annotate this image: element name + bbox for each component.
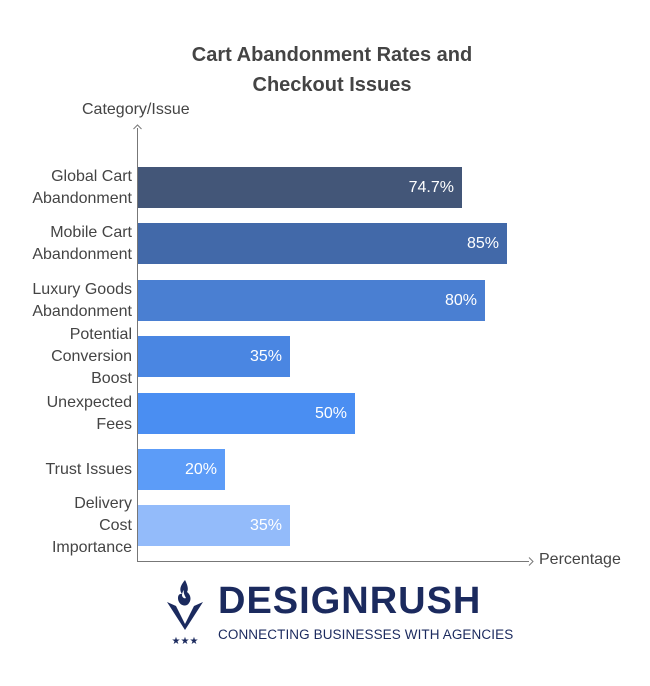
category-label-line: Delivery [74,495,132,512]
bar-value-label: 50% [314,405,347,422]
category-label-line: Boost [91,370,132,387]
category-label: Global Cart Abandonment [2,166,132,210]
category-label-line: Abandonment [32,190,132,207]
bar: 80% [138,280,485,321]
category-label: Mobile Cart Abandonment [2,222,132,266]
category-label-line: Abandonment [32,303,132,320]
category-label-line: Cost [99,517,132,534]
category-label-line: Fees [96,416,132,433]
category-label-line: Unexpected [46,394,132,411]
bar: 85% [138,223,507,264]
y-axis-line [137,128,138,561]
category-label-line: Global Cart [51,168,132,185]
category-label-line: Conversion [51,348,132,365]
logo-tagline: CONNECTING BUSINESSES WITH AGENCIES [218,627,514,642]
logo-wordmark: DESIGNRUSH [218,580,482,622]
category-label: Trust Issues [2,459,132,481]
category-label-line: Potential [69,326,132,343]
chart-title: Cart Abandonment Rates and Checkout Issu… [0,40,650,100]
category-label: Delivery Cost Importance [2,493,132,559]
bar: 35% [138,336,290,377]
category-label-line: Trust Issues [45,461,132,478]
designrush-flame-icon: ★★★ [167,580,203,646]
y-axis-label: Category/Issue [82,101,190,118]
bar-value-label: 74.7% [408,179,454,196]
bar: 50% [138,393,355,434]
bar: 20% [138,449,225,490]
category-label-line: Mobile Cart [50,224,132,241]
bar-value-label: 80% [444,292,477,309]
chart-title-line-2: Checkout Issues [252,74,412,96]
chart-title-line-1: Cart Abandonment Rates and [191,44,473,66]
bar-value-label: 35% [249,517,282,534]
designrush-logo: ★★★ DESIGNRUSH CONNECTING BUSINESSES WIT… [165,578,513,648]
x-axis-line [137,561,529,562]
x-axis-arrow-icon [528,557,534,566]
bar-value-label: 85% [466,235,499,252]
bar: 74.7% [138,167,462,208]
bar: 35% [138,505,290,546]
bar-value-label: 20% [184,461,217,478]
category-label-line: Luxury Goods [32,281,132,298]
svg-text:★★★: ★★★ [172,636,199,646]
x-axis-label: Percentage [539,551,621,568]
bar-value-label: 35% [249,348,282,365]
category-label: Luxury Goods Abandonment [2,279,132,323]
category-label-line: Abandonment [32,246,132,263]
category-label-line: Importance [51,539,132,556]
category-label: Potential Conversion Boost [2,324,132,390]
category-label: Unexpected Fees [2,392,132,436]
y-axis-arrow-icon [133,124,142,130]
